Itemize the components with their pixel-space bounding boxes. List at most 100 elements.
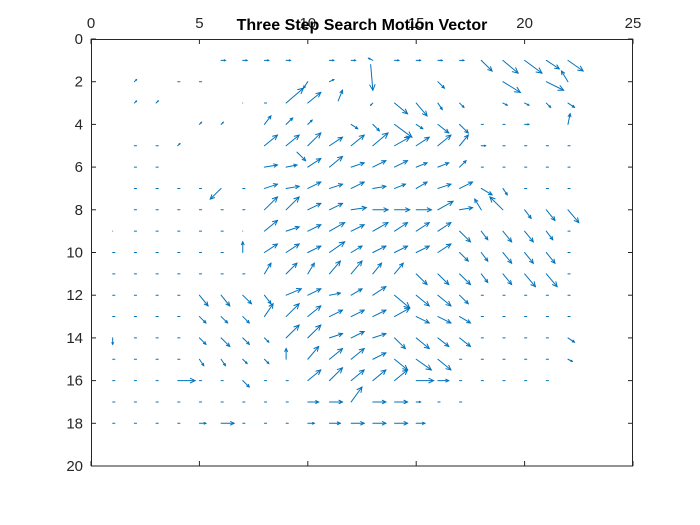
motion-vector [328, 309, 344, 318]
motion-vector [263, 243, 279, 253]
motion-vector [474, 198, 482, 211]
motion-vector [369, 64, 376, 92]
motion-vector [502, 81, 522, 93]
y-axis: 0 2 4 6 8 10 12 14 16 18 20 [66, 31, 633, 475]
motion-vector [307, 345, 320, 360]
y-tick-label: 4 [75, 116, 83, 133]
motion-vector [350, 59, 357, 62]
motion-vector [394, 123, 413, 138]
motion-vector [459, 59, 466, 62]
motion-vector [437, 294, 452, 307]
motion-vector [459, 230, 472, 243]
motion-vector [502, 102, 509, 106]
motion-vector [415, 162, 429, 168]
y-tick-label: 2 [75, 74, 83, 91]
motion-vector [502, 187, 508, 196]
motion-vector [524, 209, 532, 220]
motion-vector [328, 241, 346, 253]
motion-vector [220, 316, 229, 324]
motion-vector [350, 347, 366, 360]
motion-vector [437, 123, 450, 134]
motion-vector [263, 163, 279, 168]
motion-vector [307, 119, 313, 125]
motion-vector [350, 260, 363, 275]
motion-vector [209, 187, 222, 200]
motion-vector [524, 102, 530, 106]
motion-vector [372, 399, 387, 405]
motion-vector [350, 181, 366, 189]
motion-vector [328, 155, 344, 168]
motion-vector [437, 81, 446, 89]
motion-vector [480, 273, 489, 284]
motion-vector [263, 134, 279, 147]
motion-vector [437, 316, 452, 324]
motion-vector [242, 294, 253, 305]
motion-vector [177, 377, 197, 384]
motion-vector [372, 286, 387, 296]
motion-vector [220, 294, 231, 307]
motion-vector [394, 421, 409, 426]
motion-vector [437, 337, 450, 348]
motion-vector [545, 81, 565, 91]
motion-vector [328, 366, 344, 382]
x-tick-label: 0 [87, 15, 95, 32]
motion-vector [459, 181, 474, 189]
motion-vector [350, 421, 366, 426]
motion-vector [350, 161, 366, 168]
motion-vector [502, 230, 513, 243]
y-tick-label: 6 [75, 159, 83, 176]
y-tick-label: 0 [75, 31, 83, 48]
motion-vector [369, 102, 374, 106]
motion-vector [367, 57, 374, 61]
motion-vector [459, 134, 469, 147]
x-tick-label: 5 [195, 15, 203, 32]
motion-vector [372, 421, 387, 426]
motion-vector [480, 230, 489, 241]
motion-vector [285, 134, 301, 147]
motion-vector [415, 221, 431, 232]
motion-vector [394, 59, 401, 62]
motion-vector [307, 421, 316, 425]
motion-vector [296, 151, 307, 162]
motion-vector [459, 159, 467, 168]
motion-vector [437, 243, 452, 253]
motion-vector [240, 240, 245, 253]
motion-vector [524, 273, 537, 288]
motion-vector [307, 157, 322, 168]
motion-vector [415, 136, 431, 147]
motion-vector [480, 144, 487, 147]
motion-vector [415, 123, 424, 130]
motion-vector [350, 330, 366, 339]
motion-vector [545, 102, 552, 109]
motion-vector [307, 181, 322, 189]
motion-vector [372, 369, 387, 382]
motion-vector [437, 183, 452, 189]
motion-vector [394, 183, 407, 189]
motion-vector [285, 117, 294, 125]
motion-vector [394, 245, 409, 253]
motion-vector [437, 378, 450, 383]
motion-vector [350, 205, 368, 211]
motion-vector [263, 294, 272, 305]
motion-vector [263, 219, 279, 232]
motion-vector [328, 332, 344, 339]
x-tick-label: 10 [299, 15, 316, 32]
motion-vector [437, 221, 452, 232]
motion-vector [502, 252, 513, 265]
motion-vector [263, 302, 274, 318]
motion-vector [415, 337, 431, 350]
motion-vector [350, 369, 366, 382]
motion-vector [567, 102, 576, 108]
motion-vector [328, 399, 344, 405]
motion-vector [372, 160, 387, 168]
motion-vector [394, 307, 411, 318]
motion-vector [198, 421, 208, 425]
motion-vector [372, 245, 387, 253]
motion-vector [524, 252, 534, 265]
motion-vector [502, 59, 519, 74]
motion-vector [263, 183, 279, 189]
motion-vector [337, 89, 344, 102]
motion-vector [480, 59, 493, 72]
motion-vector [307, 288, 322, 296]
